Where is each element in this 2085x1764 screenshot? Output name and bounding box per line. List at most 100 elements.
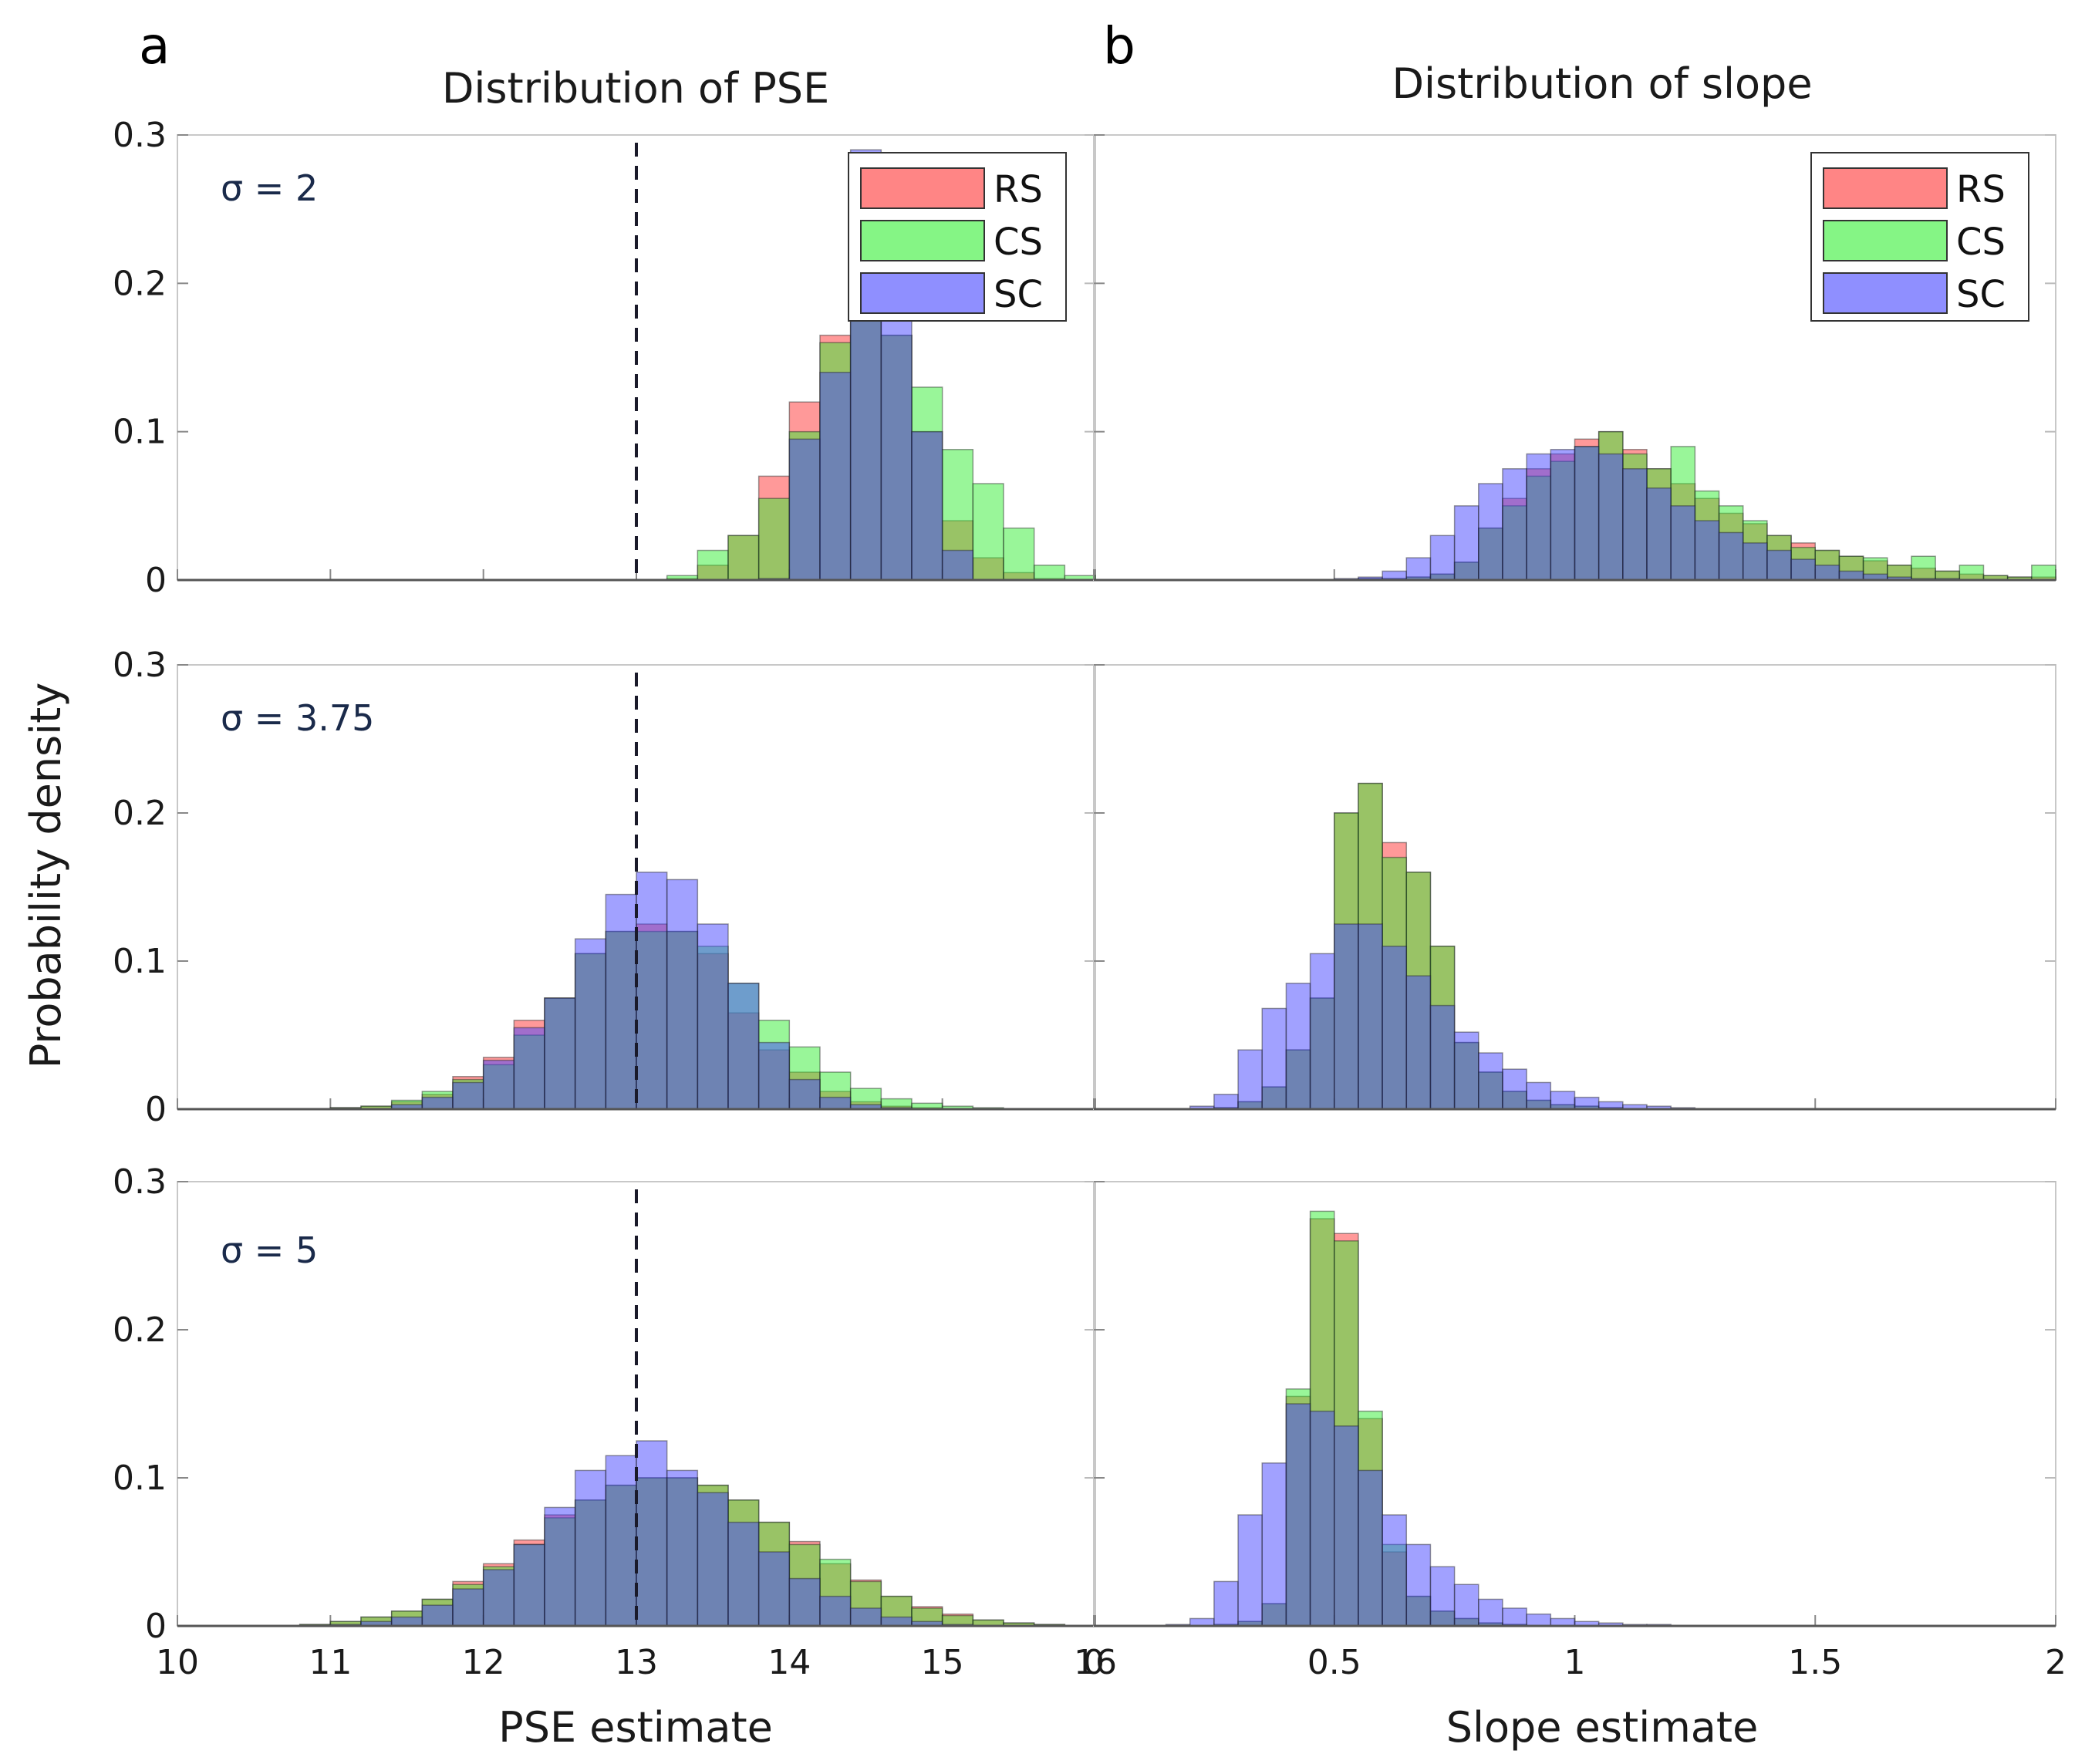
bar-sc [1334,1425,1359,1627]
pse-x-tick-label: 12 [462,1643,505,1682]
bar-cs [1033,565,1066,581]
bar-sc [1237,1514,1263,1627]
y-tick-label: 0.2 [113,1310,167,1350]
bar-sc [1550,1091,1576,1110]
legend-label-sc: SC [994,273,1043,316]
bar-sc [1814,565,1840,581]
pse-x-tick-label: 10 [156,1643,199,1682]
bar-cs [757,497,791,581]
bar-sc [1213,1094,1239,1110]
bar-sc [636,1440,668,1627]
bar-sc [482,1059,515,1110]
legend-label-rs: RS [994,168,1043,211]
sigma-annotation: σ = 5 [221,1229,318,1271]
bar-sc [697,923,729,1110]
title-pse: Distribution of PSE [442,64,829,113]
bar-sc [941,549,974,581]
y-tick-label: 0.1 [113,942,167,981]
bar-sc [1358,923,1383,1110]
bar-sc [880,1616,913,1627]
slope-panel-row-1 [1093,134,2056,582]
bar-sc [1213,1580,1239,1627]
pse-panel-row-2: 0 0.1 0.2 0.3 σ = 3.75 [113,646,1096,1129]
bar-sc [452,1081,484,1110]
bar-sc [757,1551,791,1627]
bar-sc [819,1595,852,1627]
bar-sc [1309,1410,1335,1627]
bar-cs [1003,527,1035,581]
bar-sc [1429,1566,1456,1627]
pse-x-tick-label: 16 [1074,1643,1117,1682]
bar-sc [757,1041,791,1110]
legend-swatch-rs [860,167,985,209]
bar-sc [1478,1052,1503,1110]
bar-sc [1334,923,1359,1110]
bar-sc [1405,1543,1432,1627]
bar-sc [1574,446,1600,581]
bar-sc [1429,1004,1456,1110]
bar-sc [1550,448,1576,581]
y-tick-label: 0 [145,1090,167,1129]
slope-panel-row-2 [1093,664,2056,1111]
bar-sc [1838,570,1864,581]
bar-sc [1766,549,1792,581]
bar-sc [1309,953,1335,1110]
pse-x-tick-label: 14 [768,1643,811,1682]
pse-x-tick-label: 11 [309,1643,352,1682]
bar-sc [421,1096,454,1110]
bar-sc [1502,1607,1527,1627]
x-axis-label-slope: Slope estimate [1446,1703,1759,1752]
bar-sc [544,1506,576,1627]
histogram-panels: 0 0.1 0.2 0.3 σ = 2 0 0.1 0.2 0.3 σ = 3.75 0 0.1 0.2… [113,116,2056,1646]
bar-sc [1502,468,1527,581]
bar-sc [819,1096,852,1110]
bar-sc [1622,468,1648,581]
bar-sc [574,1469,607,1627]
slope-x-tick-label: 0.5 [1307,1643,1361,1682]
bar-sc [1718,531,1744,581]
y-tick-label: 0.2 [113,794,167,833]
slope-x-tick-label: 0 [1083,1643,1105,1682]
bar-sc [1670,505,1696,581]
pse-x-tick-labels: 10 11 12 13 14 15 16 [156,1643,1117,1682]
bar-sc [544,997,576,1110]
bar-sc [482,1569,515,1627]
bar-sc [1382,570,1408,581]
bar-sc [911,430,943,581]
bar-sc [666,1469,699,1627]
legend-slope: RS CS SC [1810,152,2029,322]
legend-label-cs: CS [994,221,1043,264]
bar-sc [1478,1598,1503,1627]
bar-sc [605,1455,637,1627]
bar-sc [727,983,760,1110]
bar-sc [849,1607,882,1627]
x-axis-label-pse: PSE estimate [498,1703,773,1752]
bar-cs [2031,565,2056,581]
panel-letter-b: b [1103,16,1135,76]
y-tick-label: 0.2 [113,264,167,303]
y-tick-label: 0.3 [113,116,167,155]
y-axis-label: Probability density [22,683,70,1069]
y-tick-label: 0.1 [113,413,167,452]
y-tick-label: 0.3 [113,646,167,685]
bar-sc [605,893,637,1110]
legend-swatch-cs [860,220,985,261]
y-tick-label: 0 [145,1607,167,1646]
y-tick-label: 0.3 [113,1162,167,1202]
bar-sc [1237,1049,1263,1110]
bar-sc [636,872,668,1110]
bar-sc [1382,1514,1408,1627]
bar-sc [513,1027,545,1110]
bar-sc [1574,1096,1600,1110]
slope-x-tick-label: 2 [2045,1643,2066,1682]
bar-sc [1742,542,1768,581]
bar-sc [666,879,699,1110]
bar-sc [819,371,852,581]
pse-panel-row-3: 0 0.1 0.2 0.3 σ = 5 [113,1162,1096,1646]
bar-sc [1453,1031,1479,1110]
y-tick-label: 0.1 [113,1459,167,1498]
bar-sc [421,1604,454,1627]
bar-sc [1478,483,1503,581]
slope-panel-row-3 [1093,1181,2056,1627]
